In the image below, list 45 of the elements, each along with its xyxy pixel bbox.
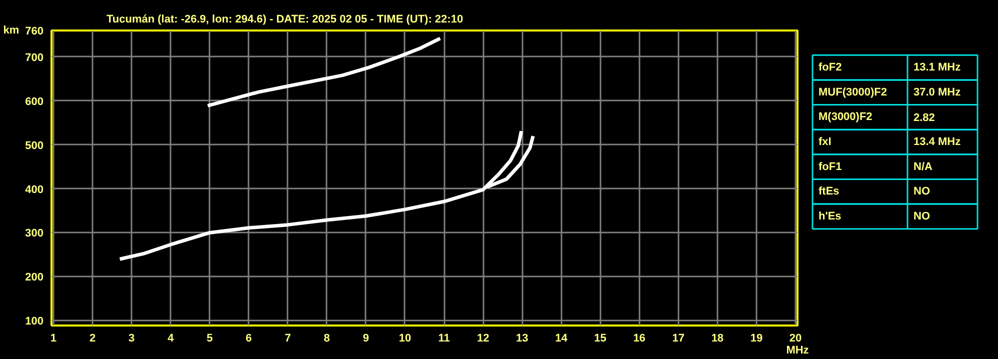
text: ftEs [818,186,840,198]
x-tick-label: 3 [128,332,135,344]
text: foF1 [818,160,842,173]
text: N/A [914,160,932,173]
y-tick-label: 300 [25,228,44,240]
text: 37.0 MHz [914,86,962,98]
text: NO [914,186,930,198]
x-tick-label: 14 [555,332,568,344]
x-tick-label: 10 [398,332,412,344]
x-tick-label: 12 [476,332,490,344]
text: fxI [818,136,832,148]
x-tick-label: 20 [789,332,802,344]
y-tick-label: 500 [25,140,44,152]
y-axis-title: km [3,24,20,36]
x-tick-label: 13 [516,332,528,344]
y-tick-label: 200 [25,272,44,284]
x-tick-label: 5 [206,332,213,344]
y-tick-label: 760 [25,26,44,38]
x-tick-label: 16 [633,332,646,344]
y-tick-label: 600 [25,96,44,108]
x-tick-label: 7 [284,332,291,344]
text: h'Es [818,210,842,222]
x-tick-label: 19 [750,332,763,344]
chart-title: Tucumán (lat: -26.9, lon: 294.6) - DATE: 2025 02 05 - TIME (UT): 22:10 [106,14,464,26]
x-tick-label: 11 [438,332,450,344]
text: MUF(3000)F2 [818,86,887,98]
x-tick-label: 6 [246,332,252,344]
x-tick-label: 9 [362,332,369,344]
x-tick-label: 17 [672,332,685,344]
y-tick-label: 700 [25,52,44,64]
text: 2.82 [914,112,935,124]
y-tick-label: 100 [25,316,44,328]
text: M(3000)F2 [818,111,872,124]
y-tick-label: 400 [25,184,44,196]
x-tick-label: 4 [168,332,175,344]
text: 13.4 MHz [914,136,962,148]
x-tick-label: 2 [89,332,96,344]
x-tick-label: 1 [50,332,57,344]
text: foF2 [818,62,842,74]
text: 13.1 MHz [914,62,962,74]
x-tick-label: 15 [594,332,606,344]
x-tick-label: 8 [324,332,330,344]
x-tick-label: 18 [711,332,724,344]
text: NO [914,210,930,222]
x-axis-title: MHz [786,344,810,356]
